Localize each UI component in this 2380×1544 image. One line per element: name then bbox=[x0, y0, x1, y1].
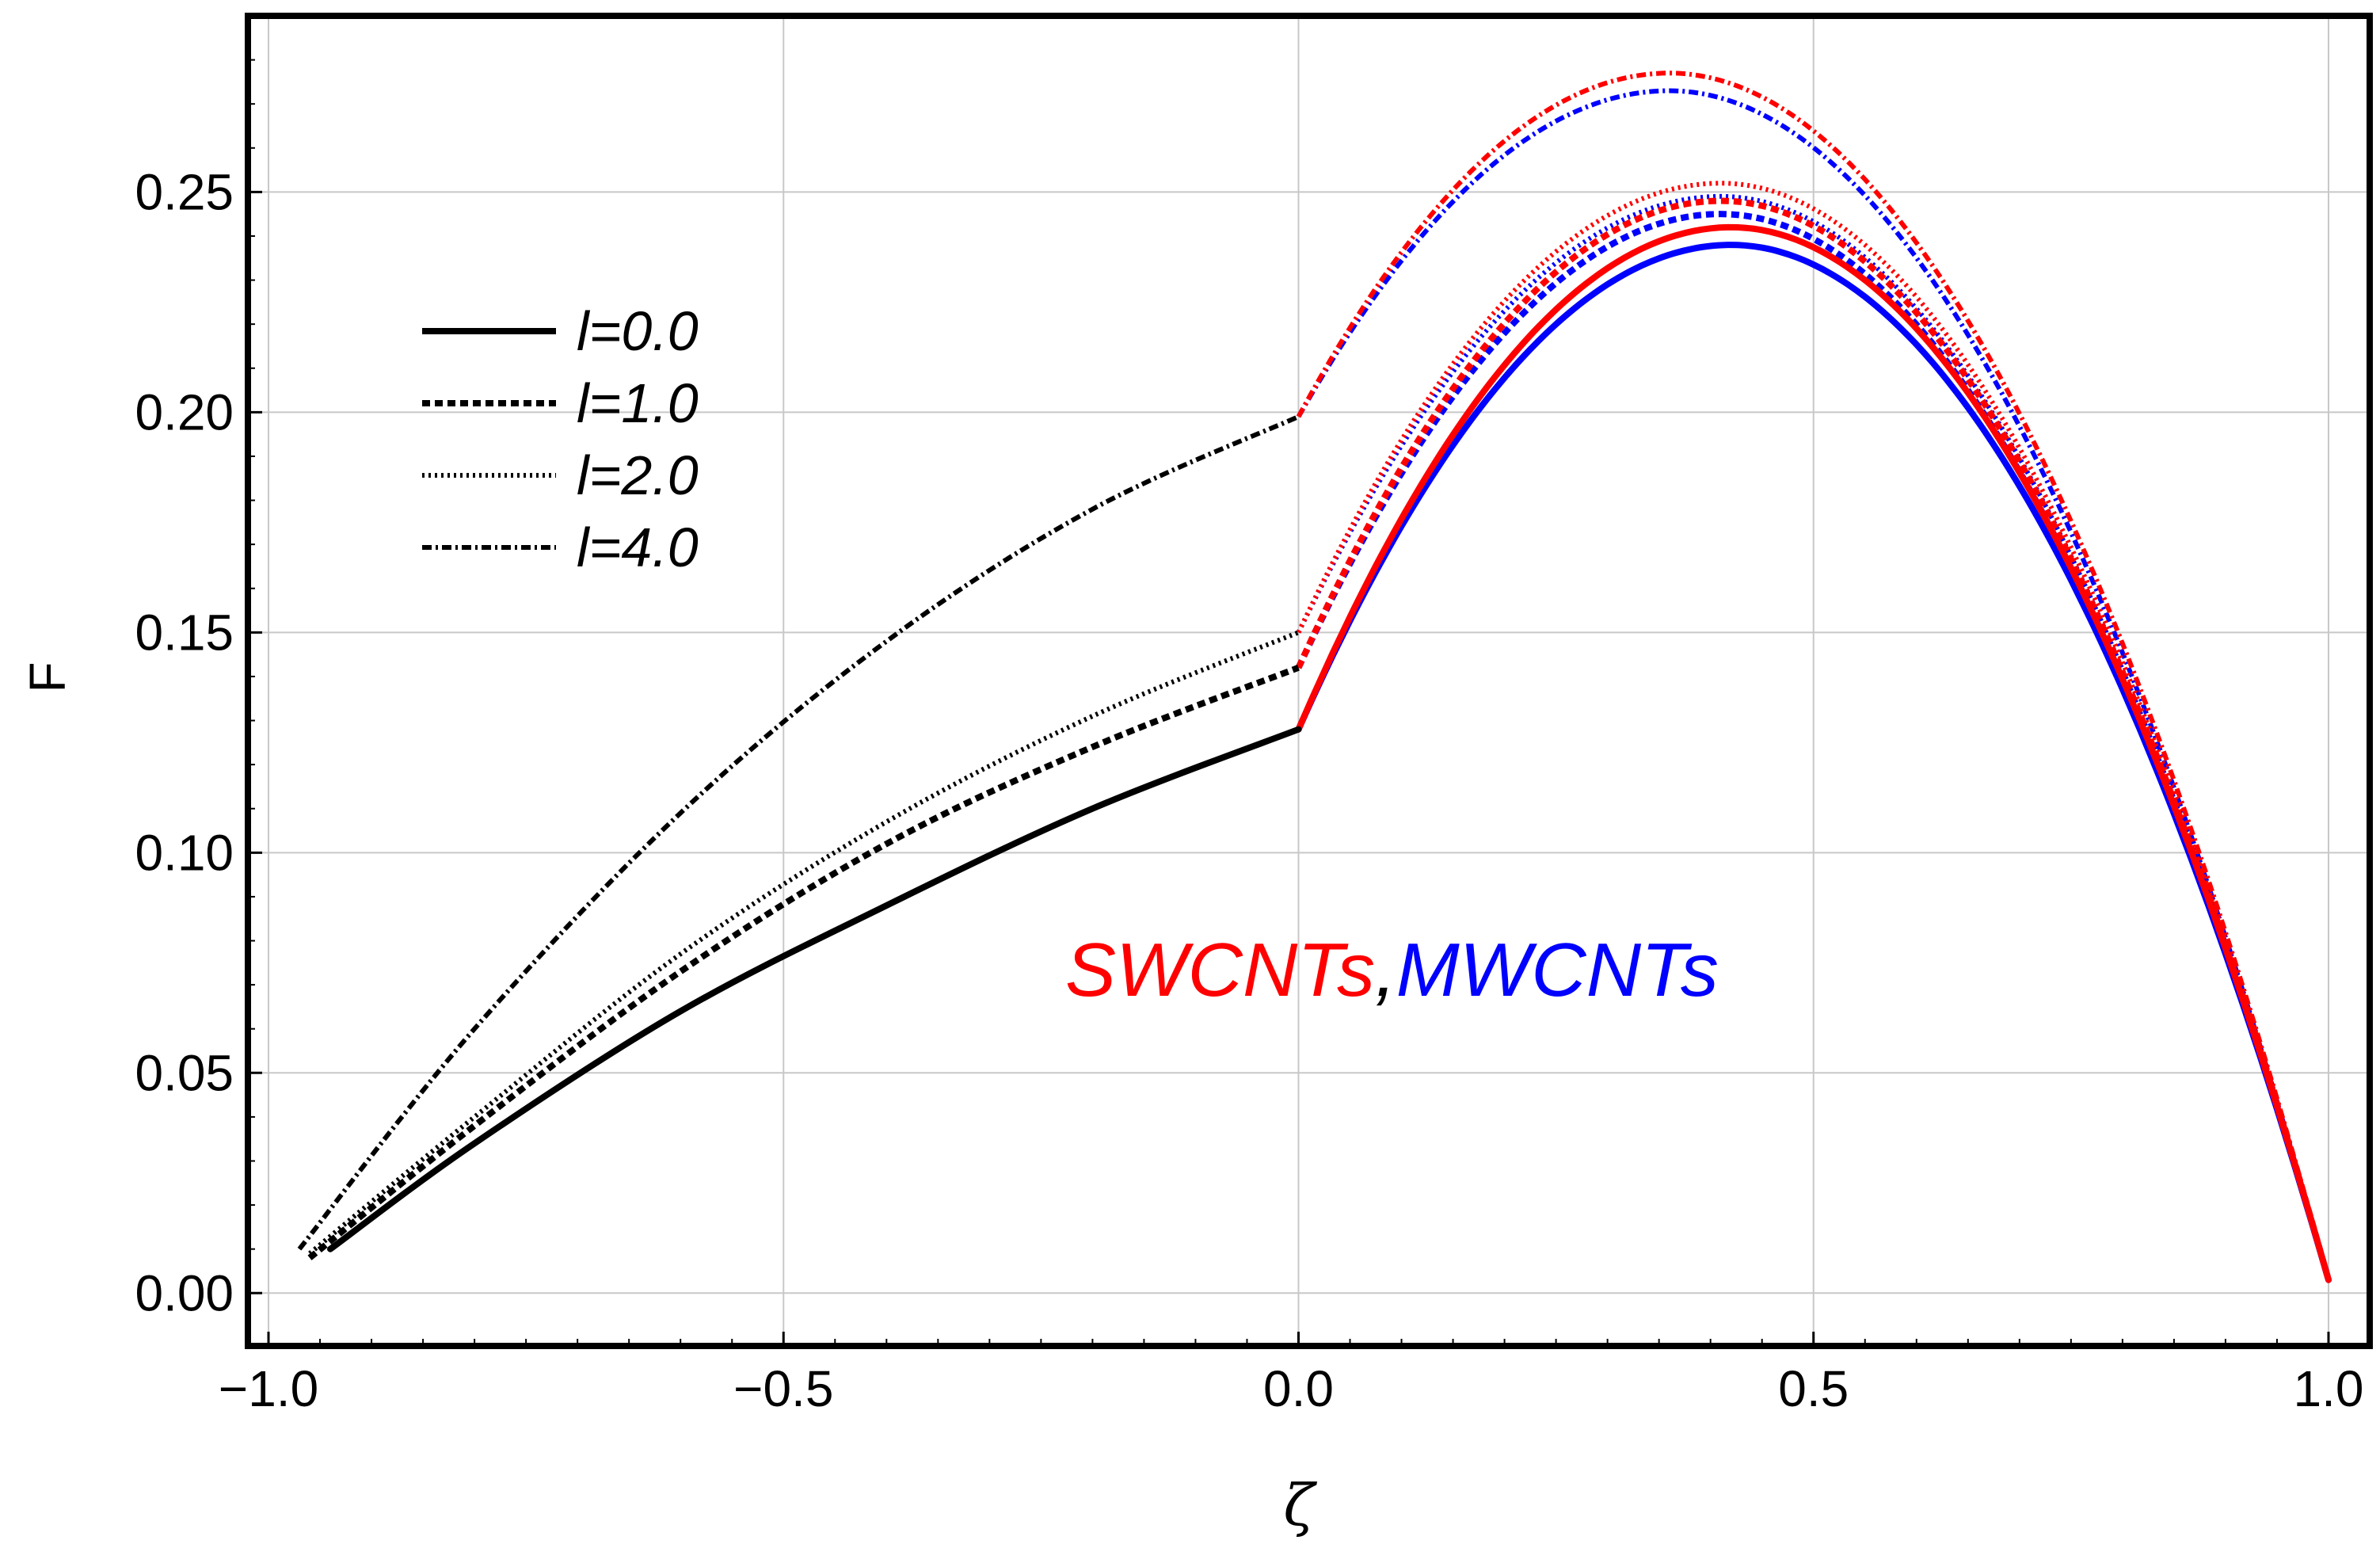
y-tick-label: 0.00 bbox=[135, 1264, 234, 1321]
annotation-mwcnts: MWCNTs bbox=[1396, 928, 1719, 1012]
legend-label: l=4.0 bbox=[577, 517, 699, 578]
x-tick-label: 0.0 bbox=[1263, 1360, 1334, 1417]
series-left-l2 bbox=[308, 630, 1300, 1256]
annotation-comma: , bbox=[1375, 928, 1396, 1012]
legend-label: l=2.0 bbox=[577, 444, 699, 506]
y-tick-label: 0.25 bbox=[135, 163, 234, 220]
x-tick-label: 0.5 bbox=[1778, 1360, 1849, 1417]
y-axis-title: F bbox=[19, 661, 76, 692]
annotation-swcnts: SWCNTs bbox=[1065, 928, 1375, 1012]
legend-label: l=0.0 bbox=[577, 300, 699, 362]
grid-lines bbox=[248, 16, 2370, 1346]
x-tick-label: −1.0 bbox=[219, 1360, 318, 1417]
series-lines bbox=[297, 71, 2332, 1283]
series-left-l1 bbox=[307, 665, 1300, 1260]
series-left-l4 bbox=[297, 414, 1300, 1251]
legend: l=0.0 l=1.0 l=2.0 l=4.0 bbox=[422, 300, 699, 578]
x-tick-label: 1.0 bbox=[2293, 1360, 2363, 1417]
plot-frame bbox=[245, 13, 2373, 1349]
material-annotation: SWCNTs,MWCNTs bbox=[1065, 928, 1719, 1012]
y-tick-label: 0.10 bbox=[135, 824, 234, 881]
y-tick-label: 0.15 bbox=[135, 604, 234, 661]
series-swcnt-l0 bbox=[1295, 223, 2332, 1283]
y-tick-label: 0.20 bbox=[135, 383, 234, 440]
x-axis-title: ζ bbox=[1283, 1472, 1317, 1538]
y-axis-ticks: 0.00 0.05 0.10 0.15 0.20 0.25 bbox=[135, 59, 262, 1321]
y-tick-label: 0.05 bbox=[135, 1044, 234, 1101]
series-left-l0 bbox=[327, 726, 1302, 1252]
x-axis-ticks: −1.0 −0.5 0.0 0.5 1.0 bbox=[219, 1332, 2363, 1417]
series-swcnt-l2 bbox=[1296, 181, 2331, 1281]
series-swcnt-l1 bbox=[1295, 197, 2332, 1281]
x-tick-label: −0.5 bbox=[733, 1360, 833, 1417]
series-swcnt-l4 bbox=[1296, 71, 2331, 1281]
legend-label: l=1.0 bbox=[577, 372, 699, 434]
